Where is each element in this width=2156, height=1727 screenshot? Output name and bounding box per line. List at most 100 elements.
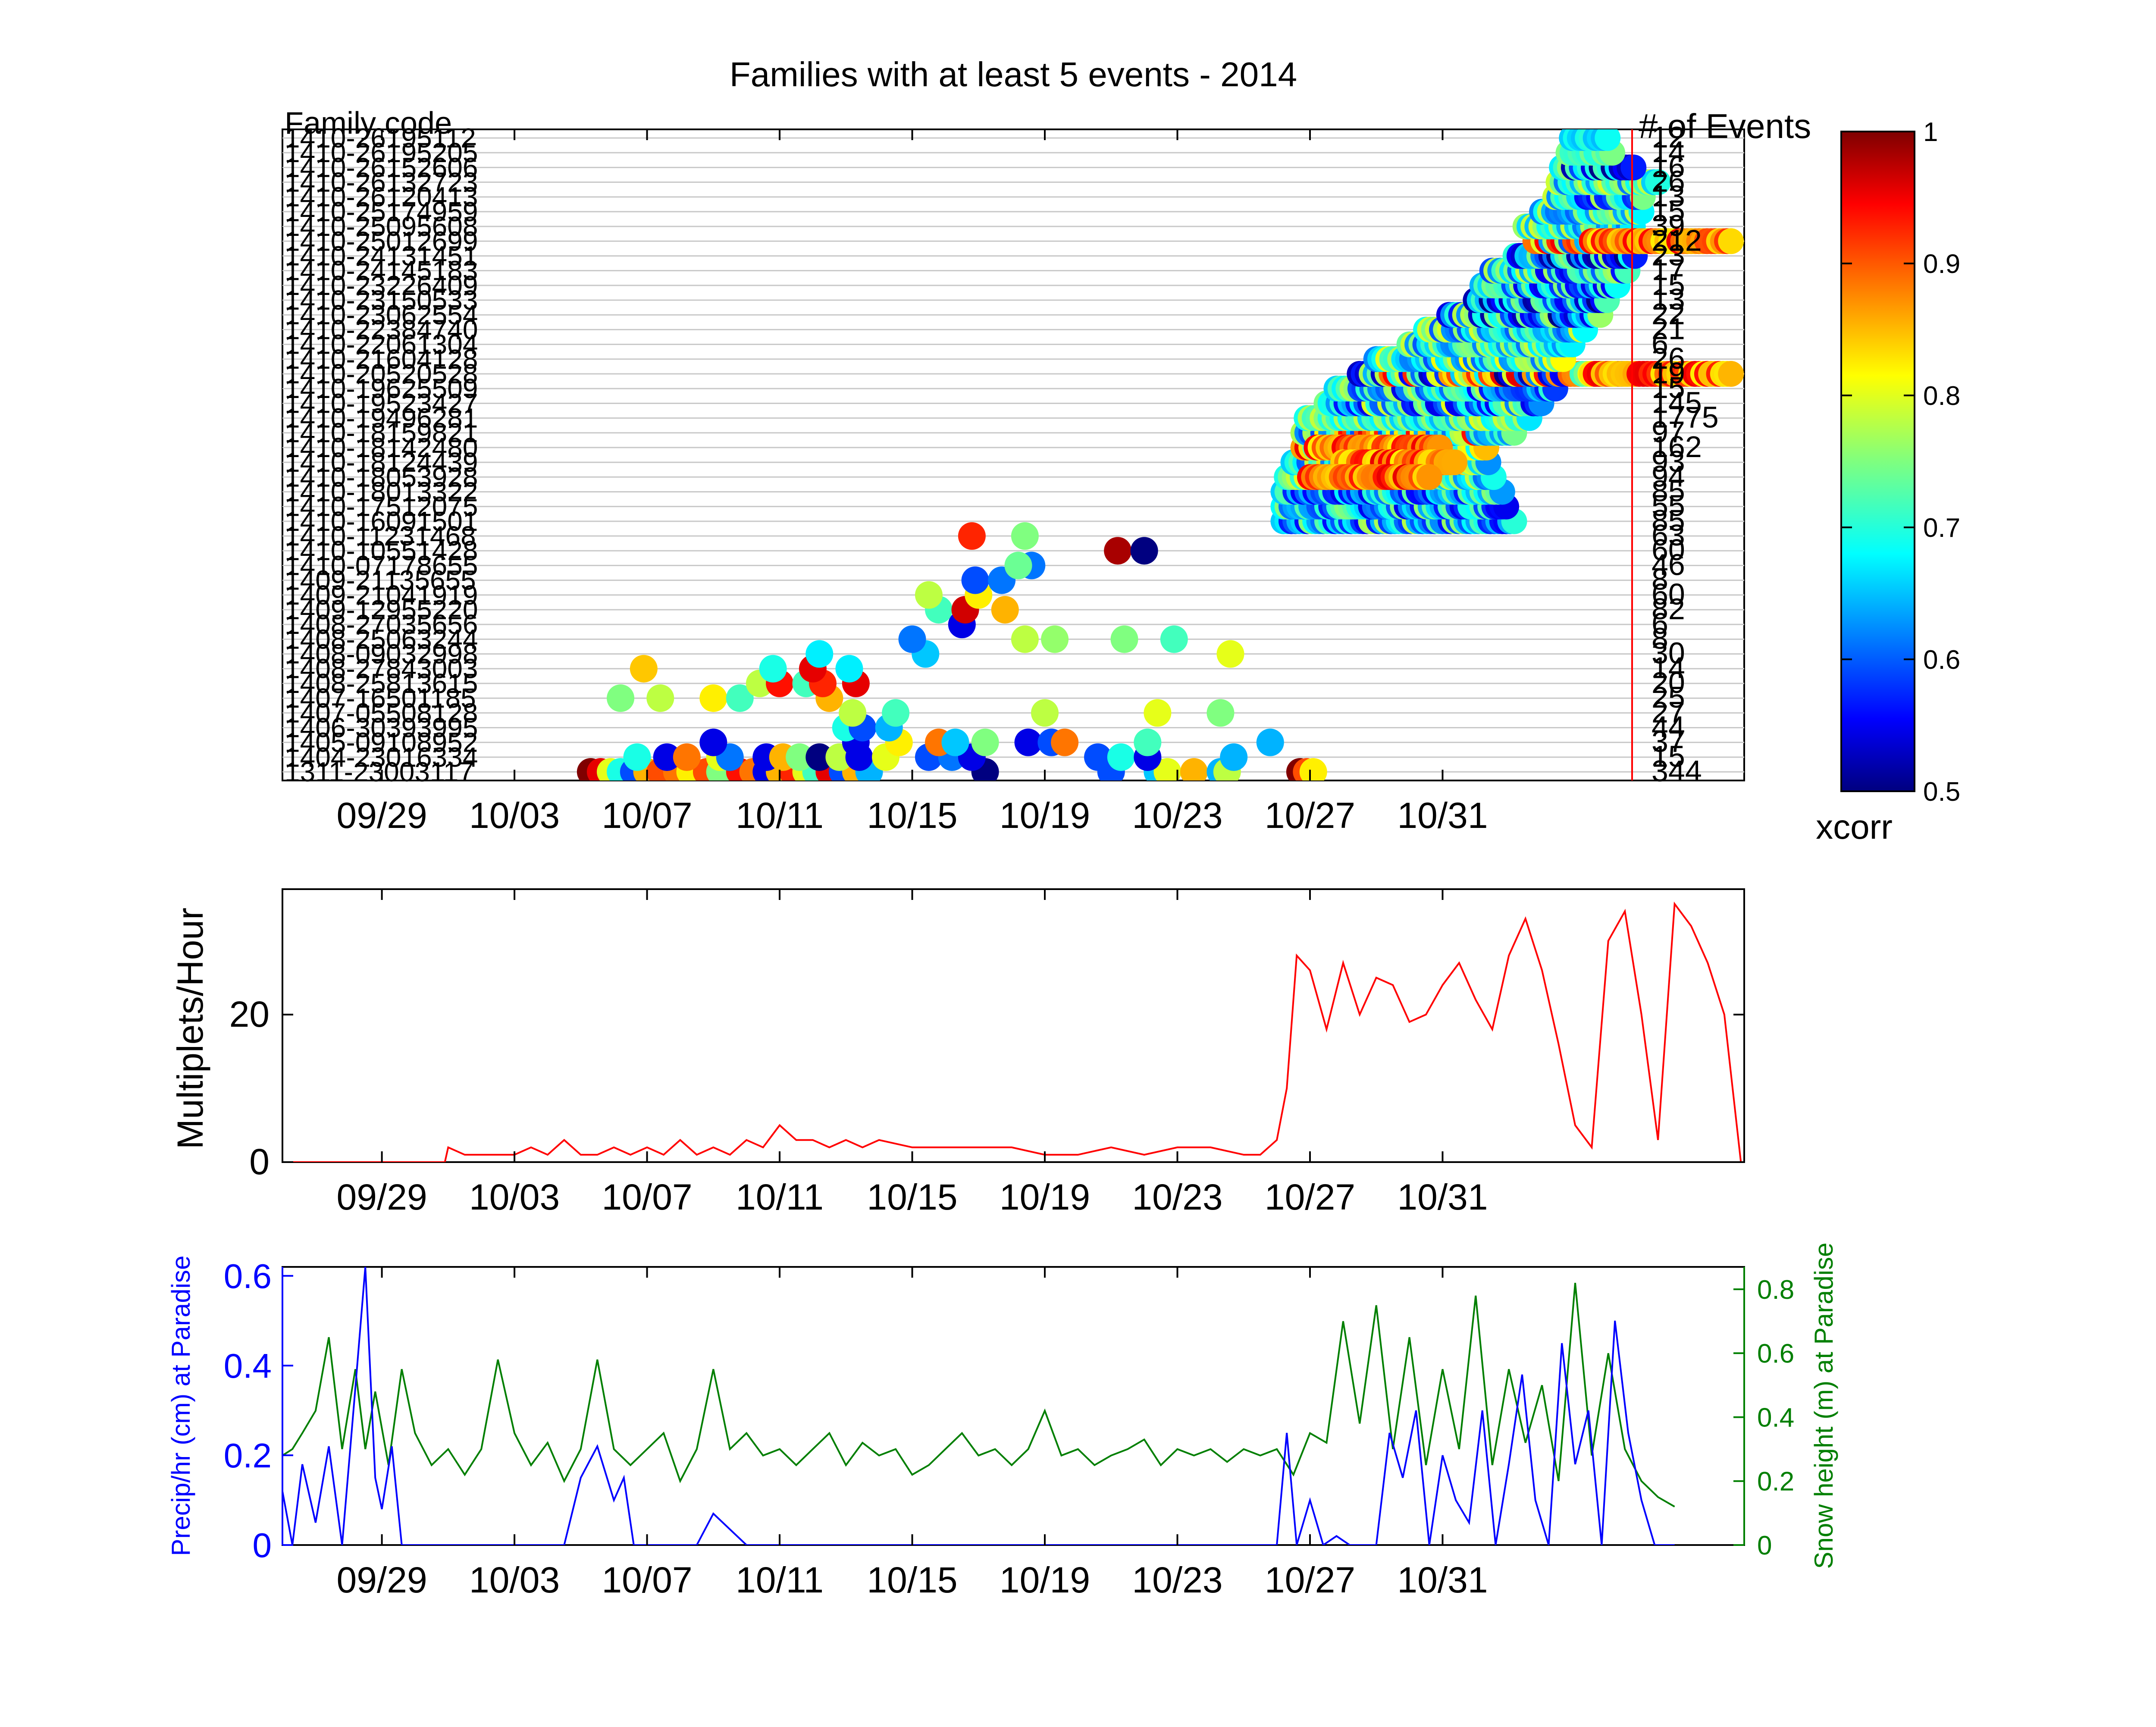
x-tick-label: 10/27 <box>1265 1177 1355 1217</box>
family-code-label: 1410-11231468 <box>285 520 476 552</box>
event-count-label: 15 <box>1651 740 1685 773</box>
event-count-header: # of Events <box>1639 107 1811 145</box>
panel3-left-ticks: 0 0.2 0.4 0.6 <box>224 1257 293 1564</box>
event-marker <box>805 640 834 668</box>
event-count-label: 26 <box>1651 165 1685 198</box>
event-marker <box>1620 154 1647 181</box>
family-code-label: 1410-25012699 <box>285 226 478 257</box>
family-code-label: 1410-20520528 <box>285 358 478 389</box>
event-marker <box>1160 625 1188 653</box>
family-code-label: 1410-18053928 <box>285 461 478 492</box>
family-code-label: 1410-26152606 <box>285 152 478 183</box>
family-code-label: 1407-05508128 <box>285 697 478 728</box>
event-count-label: 6 <box>1651 607 1668 640</box>
x-tick-label: 10/03 <box>469 1560 560 1600</box>
event-marker <box>1442 449 1468 476</box>
event-count-label: 16 <box>1651 150 1685 183</box>
family-code-label: 1409-12955220 <box>285 594 478 625</box>
event-marker <box>1004 552 1032 580</box>
y-tick-label: 0 <box>249 1141 270 1182</box>
x-tick-label: 10/31 <box>1397 1177 1488 1217</box>
family-code-label: 1311-23003117 <box>285 756 474 787</box>
event-marker <box>1031 699 1059 727</box>
panel2-axes-frame <box>282 888 1745 1163</box>
y-left-tick-label: 0.6 <box>224 1257 272 1295</box>
panel1-x-ticks: 09/29 10/03 10/07 10/11 10/15 10/19 10/23 10/27… <box>337 129 1488 836</box>
x-tick-label: 10/03 <box>469 795 560 836</box>
y-right-tick-label: 0.6 <box>1757 1339 1794 1369</box>
event-count-label: 60 <box>1651 533 1685 567</box>
event-marker <box>1104 537 1132 565</box>
x-tick-label: 09/29 <box>337 1560 427 1600</box>
x-tick-label: 10/23 <box>1132 1177 1222 1217</box>
event-count-label: 46 <box>1651 548 1685 581</box>
x-tick-label: 10/27 <box>1265 795 1355 836</box>
xcorr-colorbar: 0.5 0.6 0.7 0.8 0.9 1 xcorr <box>1816 117 1960 846</box>
event-marker <box>1153 758 1181 780</box>
event-marker <box>971 728 999 756</box>
event-count-label: 44 <box>1651 710 1685 743</box>
family-code-label: 1410-18142480 <box>285 432 478 463</box>
family-code-label: 1410-22384740 <box>285 314 478 345</box>
event-marker <box>1299 758 1327 780</box>
y-left-tick-label: 0.2 <box>224 1436 272 1475</box>
x-tick-label: 10/11 <box>736 795 824 836</box>
event-count-label: 97 <box>1651 415 1685 449</box>
event-count-label: 13 <box>1651 282 1685 316</box>
x-tick-label: 10/27 <box>1265 1560 1355 1600</box>
panel1-axes-frame <box>282 129 1745 781</box>
family-code-label: 1410-24145183 <box>285 255 478 286</box>
precip-snow-panel: 0 0.2 0.4 0.6 0 0.2 0.4 0.6 0.8 09/29 10/03 10/07… <box>166 1242 1838 1600</box>
family-code-label: 1410-18159821 <box>285 417 478 448</box>
x-tick-label: 10/03 <box>469 1177 560 1217</box>
event-count-label: 25 <box>1651 680 1685 714</box>
x-tick-label: 09/29 <box>337 795 427 836</box>
event-marker <box>653 743 681 771</box>
y-left-tick-label: 0 <box>253 1526 272 1564</box>
event-count-label: 30 <box>1651 636 1685 670</box>
family-code-label: 1410-25174959 <box>285 196 478 227</box>
event-marker <box>699 684 727 712</box>
precip-series-line <box>282 1267 1675 1545</box>
y-left-tick-label: 0.4 <box>224 1347 272 1385</box>
family-code-label: 1410-26195112 <box>285 122 476 154</box>
event-count-labels: 1214162613153921223171513222162619151451… <box>1651 120 1719 788</box>
event-count-label: 60 <box>1651 577 1685 611</box>
x-tick-label: 10/07 <box>602 1560 692 1600</box>
family-code-header: Family code <box>285 106 452 141</box>
event-count-label: 212 <box>1651 223 1702 257</box>
event-marker <box>1216 640 1244 668</box>
x-tick-label: 10/15 <box>867 1177 957 1217</box>
event-marker <box>1645 169 1671 195</box>
family-code-label: 1410-21604128 <box>285 344 478 375</box>
panel3-left-label: Precip/hr (cm) at Paradise <box>166 1256 195 1556</box>
event-marker <box>1051 728 1079 756</box>
event-count-label: 344 <box>1651 754 1702 788</box>
event-marker <box>1107 743 1135 771</box>
family-code-label: 1407-16501185 <box>285 683 476 714</box>
event-marker <box>1084 743 1112 771</box>
panel2-ylabel: Multiplets/Hour <box>170 908 210 1149</box>
event-marker <box>958 522 986 550</box>
family-code-label: 1410-24131451 <box>285 240 478 271</box>
event-marker <box>726 684 754 712</box>
y-right-tick-label: 0.8 <box>1757 1275 1794 1305</box>
colorbar-ticks: 0.5 0.6 0.7 0.8 0.9 1 <box>1841 117 1960 807</box>
event-count-label: 20 <box>1651 666 1685 699</box>
event-marker <box>699 728 727 756</box>
event-marker <box>961 566 989 594</box>
family-code-label: 1410-26132723 <box>285 167 478 198</box>
multiplets-per-hour-panel: 0 20 09/29 10/03 10/07 10/11 10/15 10/19 10/23 1… <box>170 888 1745 1217</box>
y-right-tick-label: 0.2 <box>1757 1467 1794 1497</box>
families-scatter-panel: 1410-261951121410-261952051410-261526061… <box>282 106 1811 836</box>
x-tick-label: 10/11 <box>736 1177 824 1217</box>
event-count-label: 15 <box>1651 371 1685 404</box>
family-code-label: 1410-23150533 <box>285 285 478 316</box>
event-count-label: 23 <box>1651 238 1685 272</box>
y-tick-label: 20 <box>229 994 270 1034</box>
event-count-label: 63 <box>1651 518 1685 552</box>
family-code-label: 1405-09108952 <box>285 727 478 758</box>
event-count-label: 162 <box>1651 430 1702 464</box>
event-marker <box>1134 728 1162 756</box>
